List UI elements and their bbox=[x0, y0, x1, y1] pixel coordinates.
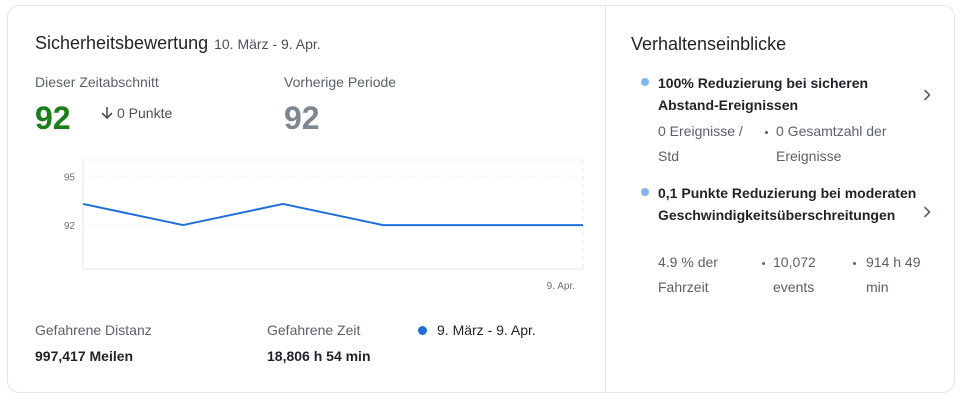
metric-separator bbox=[853, 262, 856, 265]
insight-metric: 4.9 % der Fahrzeit bbox=[658, 254, 718, 295]
legend-label: 9. März - 9. Apr. bbox=[437, 322, 536, 338]
safety-score-title: Sicherheitsbewertung 10. März - 9. Apr. bbox=[35, 33, 321, 54]
series-line bbox=[82, 202, 583, 227]
y-tick-label: 95 bbox=[64, 172, 76, 183]
insight-metric: 0 Ereignisse / Std bbox=[658, 123, 743, 164]
panel-divider bbox=[605, 6, 606, 392]
distance-value: 997,417 Meilen bbox=[35, 348, 134, 364]
insight-metric: 914 h 49 min bbox=[866, 254, 921, 295]
current-period-label: Dieser Zeitabschnitt bbox=[35, 74, 159, 90]
chart-legend: 9. März - 9. Apr. bbox=[418, 322, 536, 338]
previous-period-label: Vorherige Periode bbox=[284, 74, 397, 90]
x-tick-label: 9. Apr. bbox=[547, 281, 575, 292]
time-value: 18,806 h 54 min bbox=[267, 348, 371, 364]
date-range: 10. März - 9. Apr. bbox=[214, 36, 321, 52]
insight-item[interactable]: 100% Reduzierung bei sicheren Abstand-Er… bbox=[641, 72, 941, 167]
time-label: Gefahrene Zeit bbox=[267, 322, 361, 338]
current-score: 92 bbox=[35, 100, 71, 136]
metric-separator bbox=[765, 131, 768, 134]
insight-bullet bbox=[641, 188, 649, 196]
insight-item[interactable]: 0,1 Punkte Reduzierung bei moderaten Ges… bbox=[641, 182, 941, 302]
arrow-down-icon bbox=[101, 106, 113, 119]
score-delta-text: 0 Punkte bbox=[117, 105, 173, 121]
score-delta: 0 Punkte bbox=[100, 105, 172, 121]
safety-score-chart: 95 92 9. Apr. bbox=[64, 159, 584, 292]
insights-title: Verhaltenseinblicke bbox=[631, 34, 787, 54]
insight-headline: 100% Reduzierung bei sicheren Abstand-Er… bbox=[658, 75, 869, 113]
insight-metric: 0 Gesamtzahl der Ereignisse bbox=[776, 123, 887, 164]
safety-score-card: Sicherheitsbewertung 10. März - 9. Apr. D… bbox=[7, 5, 955, 393]
legend-swatch bbox=[418, 325, 427, 335]
chevron-right-icon[interactable] bbox=[920, 205, 934, 219]
distance-label: Gefahrene Distanz bbox=[35, 322, 152, 338]
insight-headline: 0,1 Punkte Reduzierung bei moderaten Ges… bbox=[658, 185, 917, 223]
insight-bullet bbox=[641, 78, 649, 86]
metric-separator bbox=[762, 262, 765, 265]
previous-score: 92 bbox=[284, 100, 320, 136]
chevron-right-icon[interactable] bbox=[920, 88, 934, 102]
y-tick-label: 92 bbox=[64, 221, 76, 232]
insight-metric: 10,072 events bbox=[773, 254, 816, 295]
safety-score-heading: Sicherheitsbewertung bbox=[35, 33, 209, 53]
